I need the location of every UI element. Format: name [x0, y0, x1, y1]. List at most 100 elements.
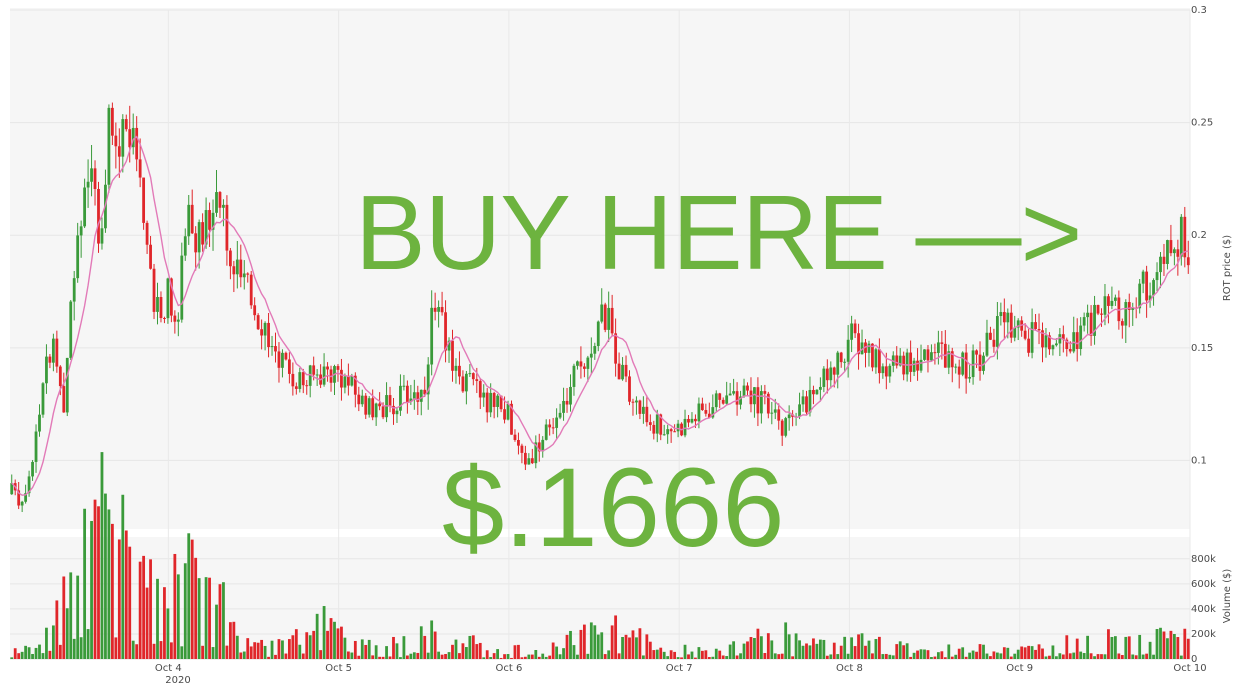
volume-bar [572, 645, 576, 659]
candle-body [659, 414, 663, 435]
buy-here-headline: BUY HERE —> [355, 174, 1082, 292]
candle-body [312, 365, 316, 375]
candle-body [27, 476, 31, 494]
candle-body [204, 210, 208, 245]
candle-body [169, 278, 173, 316]
candle-body [603, 304, 607, 330]
volume-bar [180, 646, 184, 659]
candle-body [176, 319, 180, 322]
volume-bar [458, 653, 461, 659]
volume-bar [1134, 655, 1138, 659]
candle-body [818, 386, 822, 390]
x-year-label: 2020 [165, 675, 190, 686]
candle-body [995, 316, 999, 347]
candle-body [166, 278, 170, 319]
volume-bar [135, 644, 139, 659]
candle-body [555, 417, 559, 428]
candle-body [492, 392, 496, 407]
candle-body [746, 385, 749, 391]
volume-bar [645, 634, 649, 659]
volume-bar [541, 653, 545, 659]
volume-bar [888, 654, 892, 659]
candle-body [690, 418, 694, 423]
volume-bar [968, 652, 972, 659]
volume-bar [475, 644, 479, 659]
volume-bar [194, 557, 198, 659]
volume-bar [867, 640, 871, 659]
candle-body [263, 322, 267, 336]
volume-bar [1051, 645, 1055, 659]
candle-body [24, 493, 28, 502]
volume-bar [138, 561, 142, 659]
candle-body [1058, 334, 1062, 344]
candle-body [1183, 216, 1187, 258]
candle-body [853, 323, 857, 334]
candle-body [884, 366, 888, 377]
volume-bar [360, 639, 364, 659]
volume-bar [975, 651, 978, 659]
candle-body [735, 391, 739, 405]
volume-bar [1054, 656, 1058, 659]
candle-body [267, 322, 270, 348]
candle-body [62, 386, 66, 413]
candle-body [742, 385, 746, 397]
volume-bar [350, 652, 354, 659]
volume-bar [1138, 634, 1142, 659]
candle-body [235, 259, 239, 275]
volume-bar [943, 657, 947, 659]
volume-bar [301, 653, 305, 659]
candle-body [718, 393, 722, 400]
candle-body [173, 315, 177, 322]
candle-body [451, 340, 454, 371]
candle-body [277, 351, 281, 368]
candle-body [423, 389, 427, 395]
candle-body [1179, 216, 1183, 257]
candle-body [430, 307, 434, 365]
candle-body [631, 401, 635, 403]
volume-bar [367, 639, 371, 659]
candle-body [152, 268, 156, 312]
volume-bar [260, 639, 264, 659]
volume-bar [256, 642, 260, 659]
volume-bar [1110, 636, 1114, 659]
volume-bar [884, 653, 888, 659]
candle-body [725, 395, 729, 404]
candle-body [110, 107, 114, 136]
candle-body [31, 461, 34, 477]
candle-body [20, 501, 24, 506]
x-tick-label: Oct 10 [1173, 663, 1206, 674]
candle-body [700, 403, 704, 411]
candle-body [721, 399, 725, 404]
candle-body [51, 338, 55, 363]
candle-body [447, 340, 451, 351]
volume-bar [1169, 630, 1173, 659]
candle-body [739, 396, 742, 405]
candle-body [510, 403, 513, 435]
candle-body [222, 204, 225, 208]
volume-bar [1027, 645, 1031, 659]
candle-body [38, 414, 41, 432]
volume-bar [142, 555, 146, 659]
candle-body [412, 392, 416, 399]
volume-bar [48, 650, 52, 659]
volume-bar [183, 563, 187, 659]
volume-bar [13, 648, 17, 659]
volume-bar [471, 635, 475, 659]
candle-body [732, 391, 736, 394]
candle-body [405, 385, 409, 402]
volume-bar [548, 655, 552, 659]
volume-bar [877, 636, 881, 659]
candle-body [482, 392, 486, 398]
volume-bar [1145, 653, 1149, 659]
volume-bar [232, 621, 236, 659]
candle-body [117, 146, 121, 157]
volume-bar [638, 628, 642, 659]
candle-body [1100, 313, 1103, 315]
candle-body [187, 204, 191, 237]
volume-bar [576, 654, 579, 659]
volume-bar [648, 641, 652, 659]
candle-body [499, 395, 503, 410]
candle-body [909, 352, 913, 372]
volume-bar [950, 656, 954, 659]
volume-bar [680, 657, 683, 659]
